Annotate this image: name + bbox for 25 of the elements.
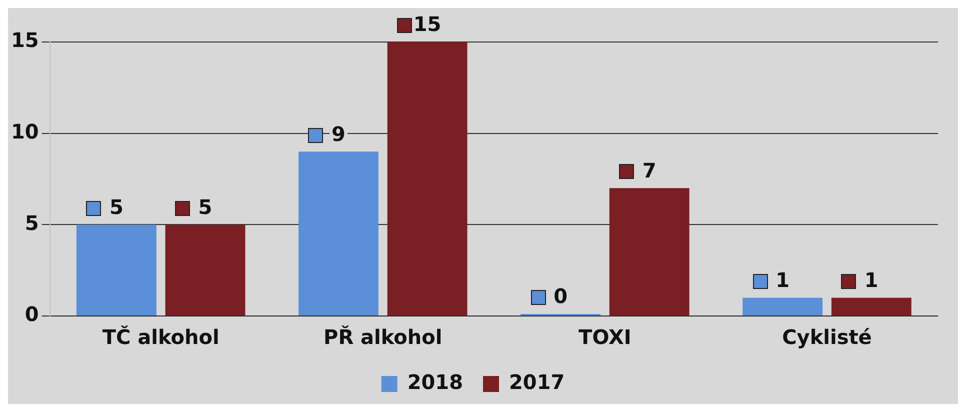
data-label: 15: [413, 12, 442, 36]
bar: [742, 298, 823, 316]
legend-label: 2017: [509, 370, 565, 394]
y-tick-label: 5: [24, 210, 39, 235]
bar: [831, 298, 912, 316]
data-label: 5: [109, 194, 124, 219]
bar: [298, 152, 378, 316]
y-tick-label: 10: [10, 120, 39, 144]
data-label: 7: [642, 158, 656, 182]
data-label: 5: [198, 194, 212, 219]
x-tick-label: TČ alkohol: [102, 325, 220, 350]
bar: [76, 224, 156, 316]
data-label: 1: [864, 268, 878, 292]
x-tick-label: PŘ alkohol: [324, 325, 442, 350]
x-tick-label: Cyklisté: [782, 325, 872, 350]
bar: [387, 42, 468, 316]
data-label: 0: [554, 284, 568, 308]
x-tick-label: TOXI: [578, 325, 632, 350]
legend-label: 2018: [407, 370, 464, 394]
y-tick-label: 15: [10, 28, 39, 52]
bar: [165, 224, 246, 316]
bar: [609, 188, 690, 316]
y-tick-label: 0: [24, 302, 39, 326]
data-label: 9: [332, 122, 346, 146]
data-label: 1: [776, 268, 790, 292]
